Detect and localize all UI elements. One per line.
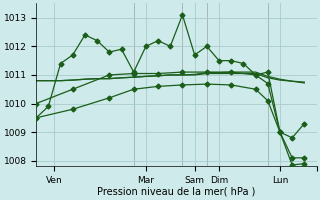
X-axis label: Pression niveau de la mer( hPa ): Pression niveau de la mer( hPa ) [97,187,256,197]
